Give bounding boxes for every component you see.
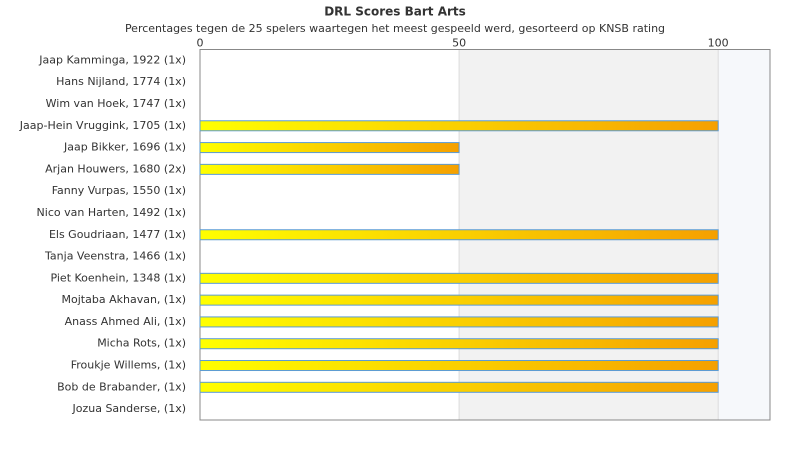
y-tick-label: Arjan Houwers, 1680 (2x) <box>45 162 186 175</box>
y-tick-label: Fanny Vurpas, 1550 (1x) <box>52 184 186 197</box>
y-tick-label: Els Goudriaan, 1477 (1x) <box>49 228 186 241</box>
y-tick-label: Froukje Willems, (1x) <box>71 359 186 372</box>
y-tick-label: Anass Ahmed Ali, (1x) <box>65 315 186 328</box>
bar <box>199 338 719 350</box>
bar <box>199 316 719 328</box>
y-tick-label: Jaap Bikker, 1696 (1x) <box>63 141 186 154</box>
y-tick-label: Mojtaba Akhavan, (1x) <box>62 293 186 306</box>
y-tick-label: Jaap-Hein Vruggink, 1705 (1x) <box>19 119 186 132</box>
bar <box>199 163 460 175</box>
x-tick-label: 100 <box>708 37 729 50</box>
x-tick-label: 50 <box>452 37 466 50</box>
bar <box>199 294 719 306</box>
y-tick-label: Micha Rots, (1x) <box>97 337 186 350</box>
chart-title: DRL Scores Bart Arts <box>324 5 466 19</box>
y-tick-label: Hans Nijland, 1774 (1x) <box>56 75 186 88</box>
bar <box>199 360 719 372</box>
bar <box>199 381 719 393</box>
bar <box>199 229 719 241</box>
bar <box>199 120 719 132</box>
y-tick-label: Jaap Kamminga, 1922 (1x) <box>38 53 186 66</box>
y-tick-label: Jozua Sanderse, (1x) <box>71 402 186 415</box>
plot-band <box>718 49 770 420</box>
y-tick-label: Nico van Harten, 1492 (1x) <box>37 206 186 219</box>
y-tick-label: Wim van Hoek, 1747 (1x) <box>46 97 186 110</box>
y-tick-label: Tanja Veenstra, 1466 (1x) <box>44 250 186 263</box>
bar <box>199 272 719 284</box>
y-tick-label: Piet Koenhein, 1348 (1x) <box>50 271 186 284</box>
chart-subtitle: Percentages tegen de 25 spelers waartege… <box>125 22 665 35</box>
bar <box>199 142 460 154</box>
y-tick-label: Bob de Brabander, (1x) <box>57 380 186 393</box>
x-tick-label: 0 <box>197 37 204 50</box>
